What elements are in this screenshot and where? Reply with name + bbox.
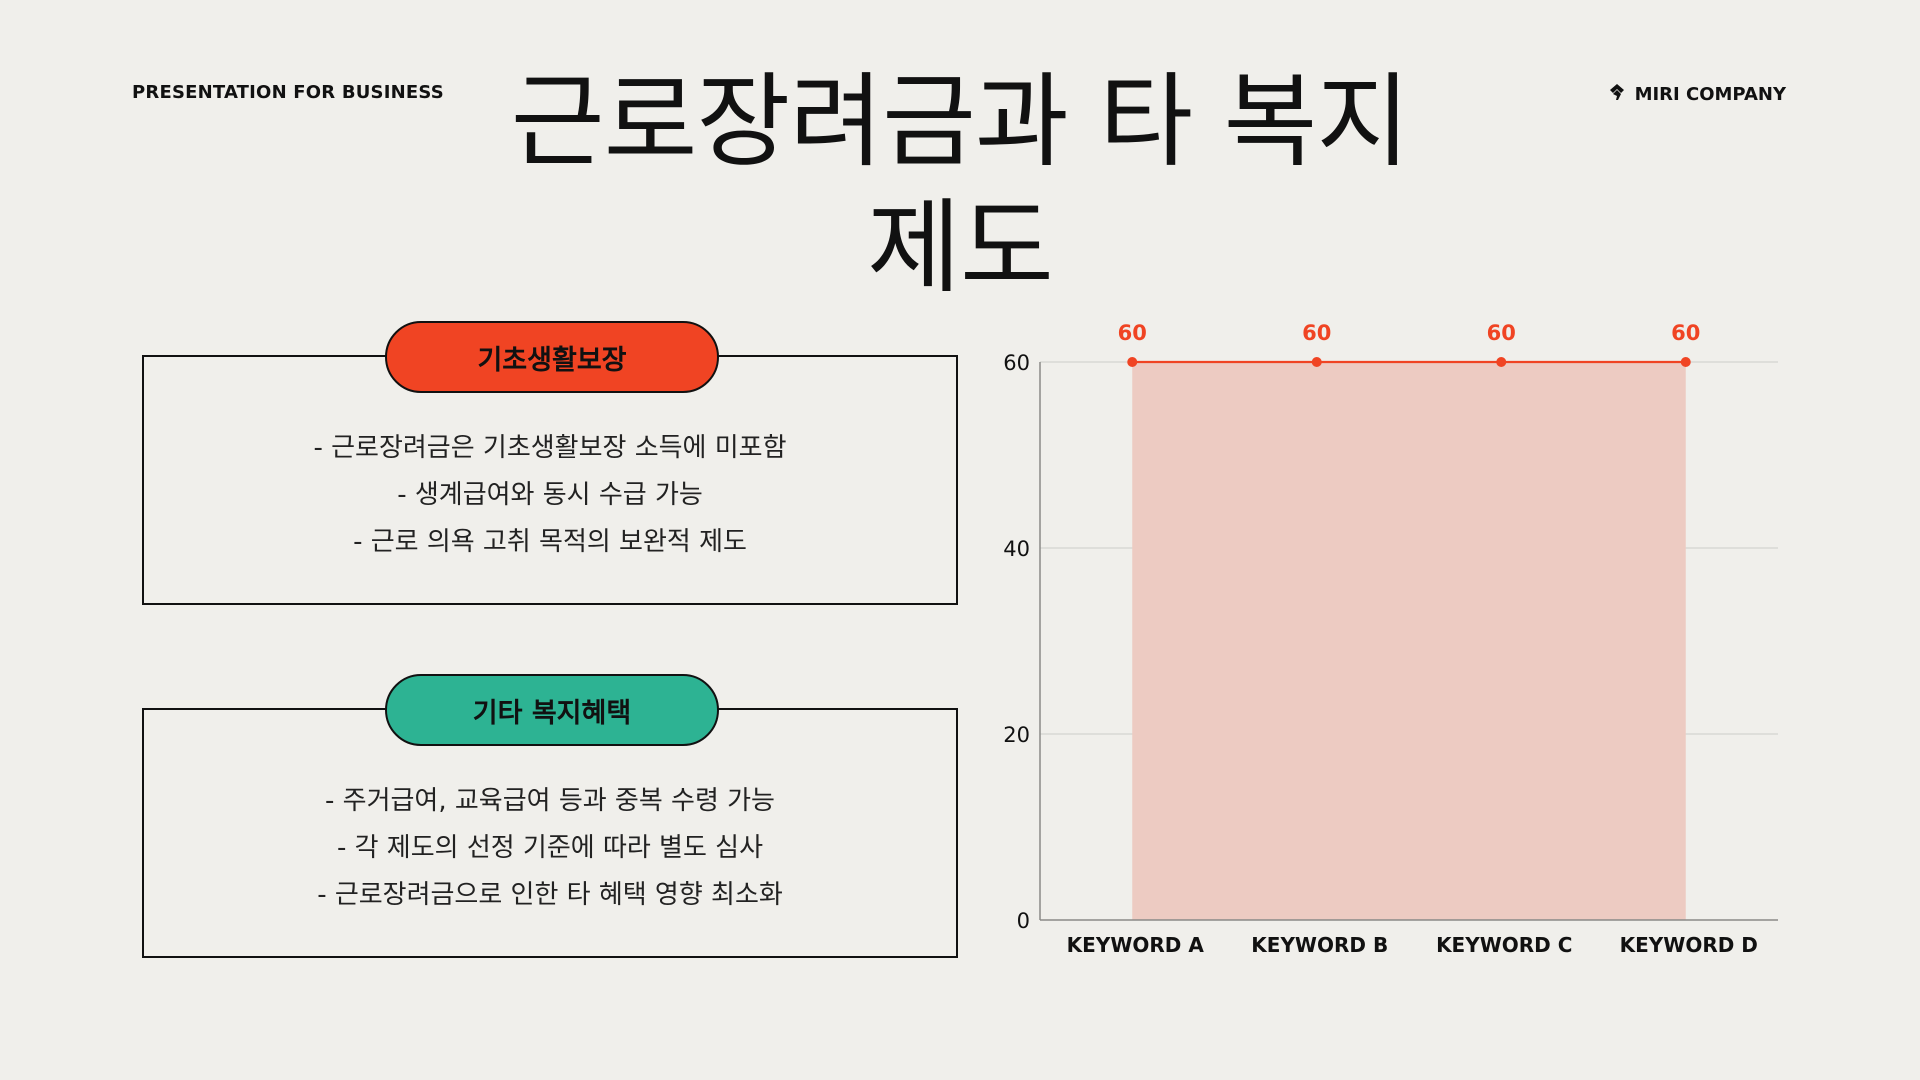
- x-tick-label: KEYWORD A: [1067, 933, 1205, 957]
- panel-line: - 근로장려금은 기초생활보장 소득에 미포함: [313, 433, 787, 463]
- y-tick-label: 20: [1003, 723, 1030, 747]
- data-point: [1496, 357, 1507, 367]
- x-tick-label: KEYWORD C: [1436, 933, 1572, 957]
- area-chart-svg: 0 20 40 60 60 60 60 60 KEYWORD A KEYWORD B KEYWORD…: [1003, 321, 1778, 957]
- y-tick-label: 60: [1003, 351, 1030, 375]
- panel-other-welfare: 기타 복지혜택 - 주거급여, 교육급여 등과 중복 수령 가능 - 각 제도의…: [142, 674, 958, 958]
- brand-name: MIRI COMPANY: [1634, 84, 1786, 105]
- data-label: 60: [1302, 321, 1331, 345]
- panel-line: - 주거급여, 교육급여 등과 중복 수령 가능: [325, 786, 775, 816]
- panel-line: - 각 제도의 선정 기준에 따라 별도 심사: [336, 833, 764, 863]
- y-tick-label: 0: [1017, 909, 1030, 933]
- area-chart: 0 20 40 60 60 60 60 60 KEYWORD A KEYWORD B KEYWORD…: [990, 310, 1790, 980]
- panel-line: - 생계급여와 동시 수급 가능: [397, 480, 703, 510]
- data-point: [1127, 357, 1138, 367]
- area-fill: [1132, 362, 1686, 920]
- x-tick-label: KEYWORD B: [1251, 933, 1388, 957]
- panel-heading-pill: 기초생활보장: [385, 321, 719, 393]
- data-point: [1311, 357, 1322, 367]
- data-point: [1680, 357, 1691, 367]
- y-tick-label: 40: [1003, 537, 1030, 561]
- data-label: 60: [1118, 321, 1147, 345]
- panel-line: - 근로장려금으로 인한 타 혜택 영향 최소화: [317, 880, 783, 910]
- page-title: 근로장려금과 타 복지제도: [510, 63, 1410, 308]
- data-label: 60: [1487, 321, 1516, 345]
- panel-body: - 근로장려금은 기초생활보장 소득에 미포함 - 생계급여와 동시 수급 가능…: [144, 425, 956, 566]
- presentation-label: PRESENTATION FOR BUSINESS: [132, 82, 444, 103]
- panel-body: - 주거급여, 교육급여 등과 중복 수령 가능 - 각 제도의 선정 기준에 …: [144, 778, 956, 919]
- brand: MIRI COMPANY: [1607, 82, 1786, 107]
- panel-heading-pill: 기타 복지혜택: [385, 674, 719, 746]
- x-tick-label: KEYWORD D: [1620, 933, 1758, 957]
- data-label: 60: [1671, 321, 1700, 345]
- panel-line: - 근로 의욕 고취 목적의 보완적 제도: [353, 527, 747, 557]
- panel-basic-living: 기초생활보장 - 근로장려금은 기초생활보장 소득에 미포함 - 생계급여와 동…: [142, 321, 958, 605]
- miri-logo-icon: [1607, 82, 1627, 107]
